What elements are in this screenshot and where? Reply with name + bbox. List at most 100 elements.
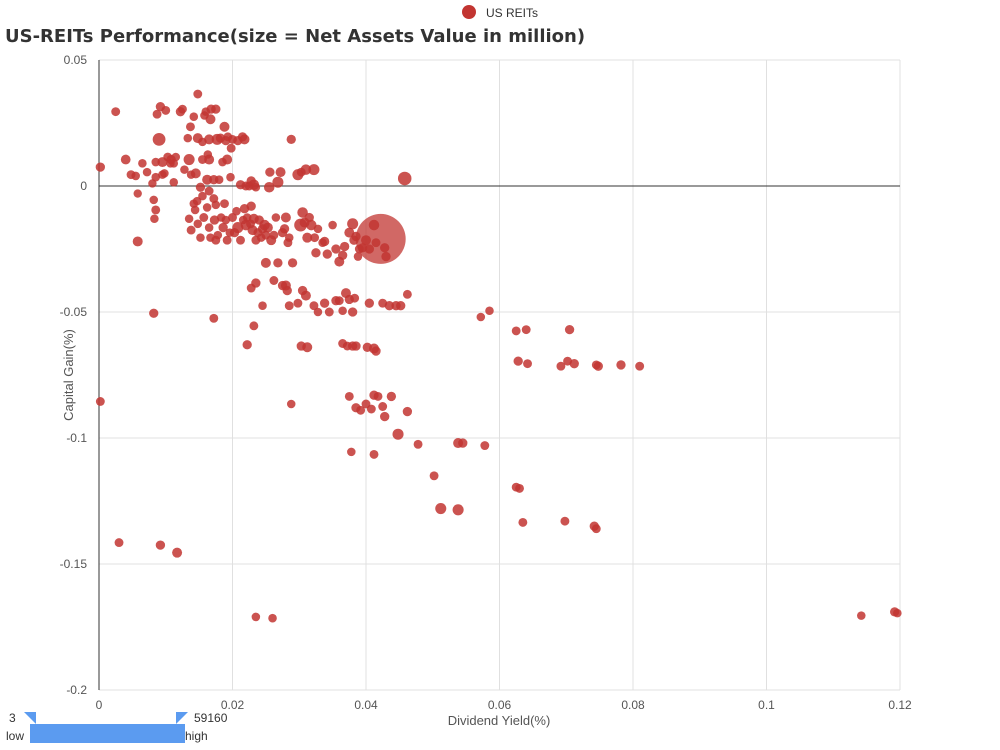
- scatter-point[interactable]: [893, 608, 902, 618]
- scatter-point[interactable]: [452, 504, 464, 516]
- scatter-point[interactable]: [351, 341, 361, 351]
- scatter-point[interactable]: [286, 134, 296, 145]
- scatter-point[interactable]: [152, 132, 166, 146]
- scatter-point[interactable]: [169, 177, 179, 187]
- scatter-point[interactable]: [344, 391, 354, 401]
- scatter-point[interactable]: [183, 154, 195, 166]
- scatter-point[interactable]: [319, 236, 330, 247]
- scatter-point[interactable]: [273, 258, 283, 268]
- scatter-point[interactable]: [204, 154, 215, 165]
- scatter-point[interactable]: [149, 308, 159, 318]
- scatter-point[interactable]: [300, 290, 311, 301]
- scatter-point[interactable]: [396, 301, 406, 311]
- scatter-point[interactable]: [114, 538, 124, 548]
- visual-map-handle-low[interactable]: [24, 712, 36, 724]
- scatter-point[interactable]: [155, 540, 166, 550]
- scatter-point[interactable]: [556, 361, 566, 371]
- scatter-point[interactable]: [356, 405, 366, 415]
- scatter-point[interactable]: [353, 252, 363, 261]
- scatter-point[interactable]: [262, 222, 273, 233]
- scatter-point[interactable]: [249, 321, 259, 331]
- scatter-point[interactable]: [309, 301, 319, 311]
- scatter-point[interactable]: [302, 232, 313, 243]
- scatter-point[interactable]: [222, 154, 233, 165]
- scatter-point[interactable]: [297, 207, 308, 218]
- scatter-point[interactable]: [485, 306, 494, 316]
- scatter-point[interactable]: [328, 220, 337, 230]
- scatter-point[interactable]: [171, 152, 181, 162]
- scatter-point[interactable]: [458, 438, 468, 448]
- scatter-point[interactable]: [202, 174, 213, 185]
- scatter-point[interactable]: [95, 397, 105, 406]
- scatter-point[interactable]: [221, 215, 231, 225]
- scatter-point[interactable]: [148, 179, 157, 188]
- scatter-point[interactable]: [160, 169, 169, 178]
- scatter-point[interactable]: [369, 449, 379, 459]
- scatter-point[interactable]: [151, 172, 161, 182]
- scatter-point[interactable]: [133, 189, 142, 198]
- scatter-point[interactable]: [258, 301, 267, 310]
- scatter-point[interactable]: [347, 307, 358, 317]
- scatter-point[interactable]: [380, 243, 390, 253]
- scatter-point[interactable]: [219, 121, 230, 132]
- scatter-point[interactable]: [209, 313, 219, 323]
- scatter-point[interactable]: [202, 203, 212, 212]
- scatter-point[interactable]: [190, 168, 201, 179]
- scatter-point[interactable]: [265, 167, 275, 177]
- scatter-point[interactable]: [95, 162, 105, 172]
- scatter-point[interactable]: [251, 182, 261, 192]
- scatter-point[interactable]: [180, 165, 189, 174]
- scatter-point[interactable]: [120, 154, 131, 165]
- scatter-point[interactable]: [211, 104, 221, 114]
- scatter-point[interactable]: [228, 213, 237, 222]
- scatter-point[interactable]: [186, 122, 195, 132]
- scatter-point[interactable]: [569, 359, 579, 369]
- scatter-point[interactable]: [392, 428, 404, 440]
- scatter-point[interactable]: [236, 235, 245, 245]
- scatter-point[interactable]: [246, 201, 256, 211]
- scatter-point[interactable]: [476, 312, 486, 322]
- scatter-point[interactable]: [269, 276, 279, 285]
- scatter-point[interactable]: [177, 104, 187, 114]
- scatter-point[interactable]: [355, 213, 406, 264]
- scatter-point[interactable]: [193, 219, 203, 229]
- scatter-point[interactable]: [284, 301, 294, 311]
- scatter-point[interactable]: [366, 404, 376, 414]
- scatter-point[interactable]: [616, 360, 626, 370]
- scatter-point[interactable]: [232, 206, 241, 216]
- scatter-point[interactable]: [338, 306, 347, 316]
- scatter-point[interactable]: [172, 547, 183, 558]
- scatter-point[interactable]: [350, 293, 360, 303]
- scatter-point[interactable]: [186, 225, 196, 235]
- scatter-point[interactable]: [199, 213, 209, 222]
- scatter-point[interactable]: [380, 411, 390, 422]
- scatter-point[interactable]: [214, 175, 224, 184]
- scatter-point[interactable]: [313, 307, 323, 317]
- scatter-point[interactable]: [286, 399, 296, 409]
- scatter-point[interactable]: [271, 213, 281, 222]
- scatter-point[interactable]: [322, 249, 332, 259]
- legend[interactable]: US REITs: [462, 5, 538, 20]
- scatter-point[interactable]: [511, 326, 521, 336]
- scatter-point[interactable]: [523, 359, 532, 369]
- scatter-point[interactable]: [213, 230, 223, 240]
- scatter-point[interactable]: [313, 224, 323, 234]
- scatter-point[interactable]: [347, 218, 359, 230]
- scatter-point[interactable]: [521, 325, 531, 335]
- scatter-point[interactable]: [183, 133, 193, 143]
- scatter-point[interactable]: [337, 250, 348, 260]
- scatter-point[interactable]: [204, 134, 215, 145]
- scatter-point[interactable]: [218, 222, 228, 233]
- scatter-point[interactable]: [435, 503, 447, 515]
- scatter-point[interactable]: [364, 298, 374, 308]
- scatter-point[interactable]: [518, 517, 528, 527]
- scatter-point[interactable]: [591, 524, 601, 534]
- scatter-point[interactable]: [204, 186, 214, 196]
- scatter-point[interactable]: [131, 171, 140, 181]
- scatter-point[interactable]: [209, 215, 220, 225]
- scatter-point[interactable]: [196, 233, 205, 242]
- scatter-point[interactable]: [347, 447, 356, 457]
- scatter-point[interactable]: [193, 89, 203, 99]
- scatter-point[interactable]: [198, 191, 207, 201]
- scatter-point[interactable]: [429, 471, 439, 481]
